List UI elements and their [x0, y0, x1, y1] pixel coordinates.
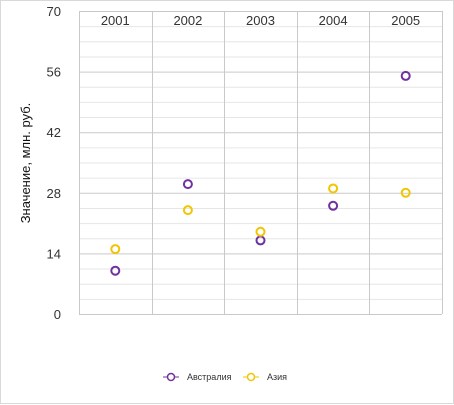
data-point	[400, 70, 411, 81]
legend-label: Австралия	[187, 372, 232, 382]
y-axis-ticks: 0 14 28 42 56 70	[47, 4, 61, 322]
data-point	[328, 183, 339, 194]
x-tick-label: 2005	[391, 13, 420, 28]
y-tick-label: 28	[47, 186, 61, 201]
data-point	[255, 226, 266, 237]
data-points	[110, 70, 411, 276]
legend: Австралия Азия	[163, 372, 287, 382]
legend-marker	[166, 372, 176, 382]
data-point	[328, 200, 339, 211]
y-axis-title: Значение, млн. руб.	[18, 103, 33, 224]
x-tick-label: 2001	[101, 13, 130, 28]
data-point	[110, 244, 121, 255]
y-tick-label: 70	[47, 4, 61, 19]
legend-label: Азия	[267, 372, 287, 382]
x-tick-label: 2003	[246, 13, 275, 28]
legend-marker	[246, 372, 256, 382]
x-axis-ticks: 2001 2002 2003 2004 2005	[101, 13, 420, 28]
data-point	[255, 235, 266, 246]
data-point	[400, 187, 411, 198]
y-tick-label: 14	[47, 246, 61, 261]
data-point	[110, 265, 121, 276]
data-point	[182, 179, 193, 190]
x-tick-label: 2002	[173, 13, 202, 28]
y-tick-label: 0	[54, 307, 61, 322]
y-tick-label: 42	[47, 125, 61, 140]
y-tick-label: 56	[47, 65, 61, 80]
gridlines	[79, 11, 443, 315]
x-tick-label: 2004	[319, 13, 348, 28]
data-point	[182, 205, 193, 216]
